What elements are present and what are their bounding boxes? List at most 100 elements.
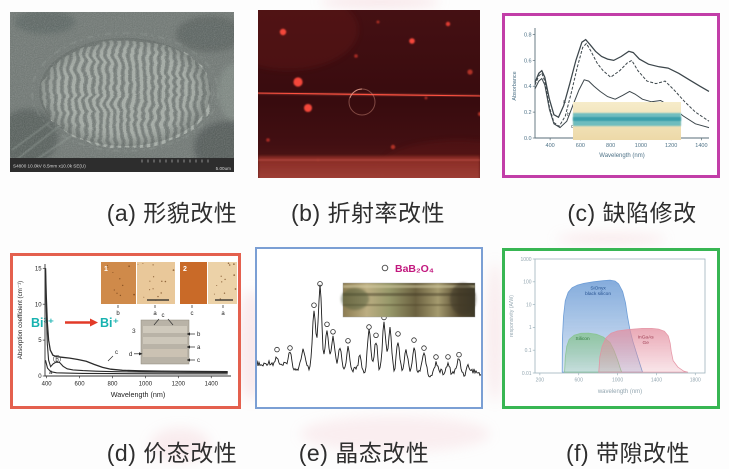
speckle xyxy=(143,296,145,298)
waveguide-line xyxy=(258,92,480,97)
inset-1-number: 1 xyxy=(104,266,108,273)
rect-shape xyxy=(143,326,187,333)
curve-label-b: b xyxy=(55,357,59,363)
y-tick-label: 0.2 xyxy=(524,110,532,116)
y-tick-label: 100 xyxy=(523,280,532,286)
peak-marker-circle xyxy=(421,345,427,351)
caption-e: (e) 晶态改性 xyxy=(298,440,430,466)
x-tick-label: 600 xyxy=(575,378,584,384)
panel-b-fluorescence-image xyxy=(258,10,480,178)
sem-grain xyxy=(10,12,234,158)
peak-marker-circle xyxy=(366,324,372,330)
sem-status-left: S4800 10.0kV 8.5mm x10.0k SE(U) xyxy=(13,164,86,169)
speckle xyxy=(223,292,226,294)
y-tick-label: 0.1 xyxy=(525,348,532,354)
y-tick-label: 0.01 xyxy=(522,371,532,377)
rect-shape xyxy=(180,262,207,304)
region-label: black silicon xyxy=(585,291,611,297)
polygon-shape xyxy=(139,352,143,356)
peak-marker-circle xyxy=(445,354,451,360)
absorbance-curve-b xyxy=(534,42,710,128)
absorption-curve-b xyxy=(44,268,228,373)
bab2o4-legend-label: BaB₂O₄ xyxy=(395,263,434,275)
speckle xyxy=(234,288,237,290)
absorbance-curve-a xyxy=(534,38,710,119)
plot-frame xyxy=(534,258,706,374)
bottom-bright-band xyxy=(258,156,480,178)
speckle xyxy=(157,295,159,298)
x-tick-label: 1000 xyxy=(635,143,647,149)
y-tick-label: 1 xyxy=(529,325,532,331)
rect-shape xyxy=(343,285,475,288)
inset-crystal-strip-photo xyxy=(341,282,476,318)
bandgap-region-2 xyxy=(598,328,689,373)
y-tick-label: 0 xyxy=(38,374,42,380)
x-tick-label: 1000 xyxy=(612,378,623,384)
absorption-curve-c xyxy=(44,268,228,373)
ellipse-shape xyxy=(450,283,476,315)
crystal-spectrum: BaB₂O₄ xyxy=(257,263,481,378)
y-tick-label: 0.6 xyxy=(524,58,532,64)
x-tick-label: 1800 xyxy=(690,378,701,384)
inset-2-number: 2 xyxy=(183,266,187,273)
fluorescence-image xyxy=(258,10,480,178)
f-yaxis-label: responsivity (A/W) xyxy=(509,295,515,337)
panel-e-crystal-spectrum: BaB₂O₄ xyxy=(255,247,483,409)
speckle xyxy=(233,263,235,265)
speckle xyxy=(227,262,230,265)
y-tick-label: 15 xyxy=(35,266,42,272)
x-tick-label: 1400 xyxy=(651,378,662,384)
inset-1-sub-a: a xyxy=(153,311,157,317)
polygon-shape xyxy=(187,332,190,336)
sem-status-bar: S4800 10.0kV 8.5mm x10.0k SE(U) 5.00um xyxy=(10,158,234,172)
polygon-shape xyxy=(187,358,190,362)
speckle xyxy=(112,271,114,274)
speckle xyxy=(228,264,231,266)
caption-a: (a) 形貌改性 xyxy=(106,200,238,226)
speckle xyxy=(113,289,115,291)
peak-marker-circle xyxy=(311,302,317,308)
inset-2-sub-a: a xyxy=(221,311,225,317)
c-yaxis-label: Absorbance xyxy=(512,71,518,100)
panel-d-absorption-chart: Wavelength (nm) Absorption coefficient (… xyxy=(10,253,241,409)
inset-waveguide-core xyxy=(573,117,681,121)
responsivity-chart: wavelength (nm) responsivity (A/W) 200 60… xyxy=(509,257,706,395)
sem-image: S4800 10.0kV 8.5mm x10.0k SE(U) 5.00um xyxy=(10,12,234,172)
legend-circle-marker-icon xyxy=(381,264,389,272)
c-xaxis-label: Wavelength (nm) xyxy=(599,153,644,159)
rect-shape xyxy=(343,304,475,306)
region-label: InGaAs xyxy=(638,334,655,340)
speckle xyxy=(149,289,151,291)
curve-label-c: c xyxy=(571,124,574,130)
region-label: Ge xyxy=(642,340,649,346)
inset-3-right-a: a xyxy=(197,345,201,351)
rect-shape xyxy=(101,262,136,304)
speckle xyxy=(152,264,154,266)
peak-marker-circle xyxy=(324,321,330,327)
region-label: Silicon xyxy=(576,336,590,342)
y-tick-label: 1000 xyxy=(520,257,531,263)
scale-ruler xyxy=(141,159,209,163)
curve-label-ring xyxy=(53,355,61,363)
rect-shape xyxy=(143,349,187,357)
speckle xyxy=(220,275,222,277)
panel-f-responsivity-chart: wavelength (nm) responsivity (A/W) 200 60… xyxy=(502,248,720,409)
rect-shape xyxy=(143,337,187,344)
x-tick-label: 800 xyxy=(107,382,118,388)
peak-marker-circle xyxy=(411,337,417,343)
x-tick-label: 200 xyxy=(536,378,545,384)
speckle xyxy=(224,278,226,281)
speckle xyxy=(161,280,163,283)
speckle xyxy=(133,293,135,296)
inset-3-number: 3 xyxy=(132,328,136,335)
speckle xyxy=(233,274,236,276)
speckle xyxy=(137,264,139,265)
speckle xyxy=(152,288,154,290)
rect-shape xyxy=(137,262,175,304)
speckle xyxy=(121,284,124,287)
speckle xyxy=(216,284,218,287)
speckle xyxy=(213,293,215,295)
inset-micrograph-1: 1 b a xyxy=(101,262,175,317)
x-tick-label: 400 xyxy=(546,143,555,149)
peak-marker-circle xyxy=(395,331,401,337)
